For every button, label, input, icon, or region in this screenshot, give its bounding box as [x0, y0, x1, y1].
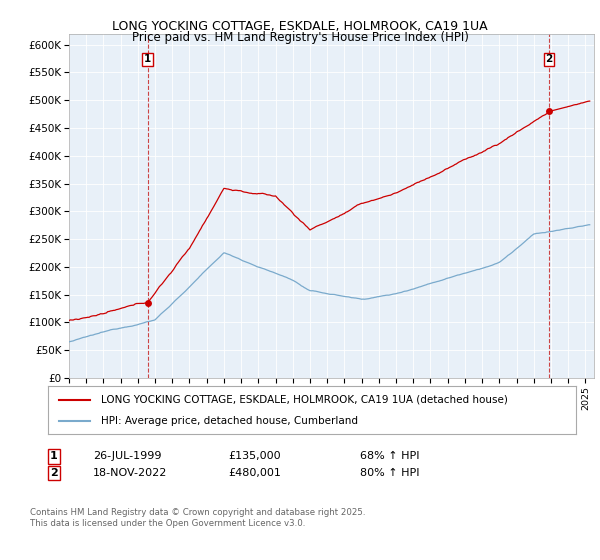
Text: LONG YOCKING COTTAGE, ESKDALE, HOLMROOK, CA19 1UA (detached house): LONG YOCKING COTTAGE, ESKDALE, HOLMROOK,… — [101, 395, 508, 405]
Text: £480,001: £480,001 — [228, 468, 281, 478]
Text: 2: 2 — [545, 54, 553, 64]
Text: 68% ↑ HPI: 68% ↑ HPI — [360, 451, 419, 461]
Text: £135,000: £135,000 — [228, 451, 281, 461]
Text: Price paid vs. HM Land Registry's House Price Index (HPI): Price paid vs. HM Land Registry's House … — [131, 31, 469, 44]
Text: 1: 1 — [50, 451, 58, 461]
Text: 2: 2 — [50, 468, 58, 478]
Text: 1: 1 — [144, 54, 151, 64]
Text: 18-NOV-2022: 18-NOV-2022 — [93, 468, 167, 478]
Point — [143, 298, 152, 307]
Text: 26-JUL-1999: 26-JUL-1999 — [93, 451, 161, 461]
Text: LONG YOCKING COTTAGE, ESKDALE, HOLMROOK, CA19 1UA: LONG YOCKING COTTAGE, ESKDALE, HOLMROOK,… — [112, 20, 488, 32]
Text: Contains HM Land Registry data © Crown copyright and database right 2025.
This d: Contains HM Land Registry data © Crown c… — [30, 508, 365, 528]
Text: 80% ↑ HPI: 80% ↑ HPI — [360, 468, 419, 478]
Text: HPI: Average price, detached house, Cumberland: HPI: Average price, detached house, Cumb… — [101, 416, 358, 426]
Point — [544, 107, 554, 116]
